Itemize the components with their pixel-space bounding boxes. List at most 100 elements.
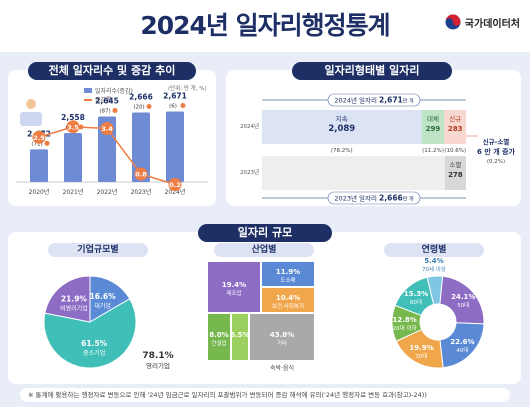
segment-label-sustained: 지속 (336, 114, 348, 123)
job-scale-charts: 16.6%대기업 61.5%중소기업 21.9%비영리기업 78.1%영리기업 19.4… (43, 257, 485, 372)
pie-value-label: 21.9% (61, 294, 88, 303)
panel-job-scale-title: 일자리 규모 (198, 224, 332, 242)
treemap-label: 제조업 (226, 289, 241, 297)
net-pct: (0.2%) (487, 159, 505, 165)
rate-point (32, 130, 46, 144)
profit-label: 영리기업 (146, 361, 170, 370)
segment-pct-sustained: (78.2%) (331, 148, 353, 154)
donut-slice-age (426, 275, 444, 306)
total-2023-value: 2,666 (379, 194, 403, 203)
rate-label: 0.8 (135, 171, 147, 179)
total-2024-box (327, 93, 421, 107)
donut-category-label: 60대 (410, 298, 422, 306)
rate-point (66, 120, 80, 134)
change-label: (87) (99, 108, 110, 114)
donut-value-label: 22.6% (450, 338, 474, 346)
change-up-icon (44, 140, 50, 146)
pie-slice-company (44, 275, 91, 323)
treemap-footer-label: 숙박·음식 (270, 364, 294, 372)
row-label-2024: 2024년 (240, 122, 259, 130)
taegeuk-logo-icon (445, 14, 461, 30)
job-type-chart: 2024년 일자리 2,671만 개2024년지속2,089(78.2%)대체2… (240, 93, 516, 205)
header: 2024년 일자리행정통계 국가데이터처 (0, 0, 530, 52)
segment-new (444, 110, 466, 144)
x-tick-label: 2024년 (165, 188, 186, 196)
treemap-cell (232, 314, 248, 360)
bar-value-label: 2,666 (129, 92, 153, 101)
sub-age: 연령별 (384, 243, 484, 257)
total-2024-label: 2024년 일자리 2,671만 개 (334, 96, 414, 105)
legend-line-label: 증감률 (95, 97, 112, 104)
donut-value-label: 24.1% (451, 293, 475, 301)
panel1-unit: (단위: 만 개, %) (168, 86, 207, 92)
row-label-2023: 2023년 (240, 168, 259, 176)
logo: 국가데이터처 (445, 14, 520, 30)
segment-label-extinct: 소멸 (449, 160, 461, 169)
donut-value-label: 15.3% (404, 290, 428, 298)
total-jobs-chart: 2,472(71)2020년2,558(85)2021년2,645(87)202… (16, 92, 208, 196)
segment-value-replaced: 299 (426, 125, 441, 133)
panel-total-jobs-title: 전체 일자리수 및 증감 추이 (28, 62, 196, 80)
treemap-value: 11.9% (276, 268, 300, 276)
x-tick-label: 2021년 (63, 188, 84, 196)
treemap-cell (262, 262, 314, 286)
segment-replaced (421, 110, 445, 144)
total-2023-label: 2023년 일자리 2,666만 개 (334, 194, 414, 203)
donut-category-label: 40대 (456, 346, 468, 354)
pie-category-label: 중소기업 (83, 349, 105, 357)
bar (30, 149, 48, 182)
segment-pct-new: (10.6%) (444, 148, 466, 154)
legend-bar: 일자리수(증감) (84, 86, 133, 95)
segment-2023-remaining (262, 156, 445, 190)
bar (132, 112, 150, 182)
treemap-cell (208, 314, 230, 360)
change-up-icon (146, 103, 152, 109)
change-label: (71) (31, 141, 42, 147)
x-tick-label: 2022년 (97, 188, 118, 196)
pie-category-label: 비영리기업 (60, 304, 88, 312)
net-label: 신규-소멸 (483, 137, 510, 146)
treemap-cell (250, 314, 314, 360)
donut-category-label: 30대 (416, 352, 428, 360)
page-title: 2024년 일자리행정통계 (140, 11, 390, 40)
change-up-icon (180, 103, 186, 109)
x-tick-label: 2023년 (131, 188, 152, 196)
treemap-value: 19.4% (222, 281, 246, 289)
treemap-cell (208, 262, 260, 312)
segment-sustained (262, 110, 422, 144)
donut-category-label: 50대 (457, 301, 469, 309)
rate-point (168, 178, 182, 191)
treemap-value: 6.5% (230, 331, 249, 339)
donut-value-label: 19.9% (409, 344, 433, 352)
rate-label: 0.2 (169, 181, 181, 189)
change-label: (20) (133, 104, 144, 110)
segment-pct-replaced: (11.2%) (422, 148, 444, 154)
person-illustration (26, 99, 36, 109)
pie-slice-company (43, 298, 137, 369)
treemap-value: 43.8% (270, 331, 294, 339)
sub-company-size: 기업규모별 (48, 243, 148, 257)
rate-point (100, 122, 114, 135)
bar-value-label: 2,558 (61, 113, 85, 122)
legend-bar-swatch (84, 88, 92, 93)
total-2023-text: 2023년 일자리 (334, 194, 379, 203)
treemap-label: 보건·사회복지 (272, 302, 304, 310)
pie-value-label: 61.5% (81, 339, 108, 348)
segment-extinct (444, 156, 466, 190)
total-2024-value: 2,671 (379, 96, 403, 105)
rate-label: 3.4 (101, 125, 113, 133)
bar-value-label: 2,645 (95, 96, 119, 105)
pie-slice-company (89, 275, 131, 323)
donut-value-label: 5.4% (424, 257, 443, 265)
legend-line-swatch (84, 98, 92, 101)
net-value: 6 만 개 증가 (477, 147, 516, 156)
treemap-value: 10.4% (276, 294, 300, 302)
total-2023-box (327, 191, 421, 205)
segment-value-extinct: 278 (448, 171, 463, 179)
logo-text: 국가데이터처 (464, 18, 520, 30)
rate-label: 2.9 (33, 134, 45, 142)
sub-industry: 산업별 (214, 243, 314, 257)
total-2024-text: 2024년 일자리 (334, 96, 379, 105)
footnote: ※ 통계에 활용하는 행정자료 변동으로 인해 '24년 임금근로 일자리의 포… (20, 388, 510, 402)
donut-category-label: 20대 이하 (393, 324, 417, 332)
